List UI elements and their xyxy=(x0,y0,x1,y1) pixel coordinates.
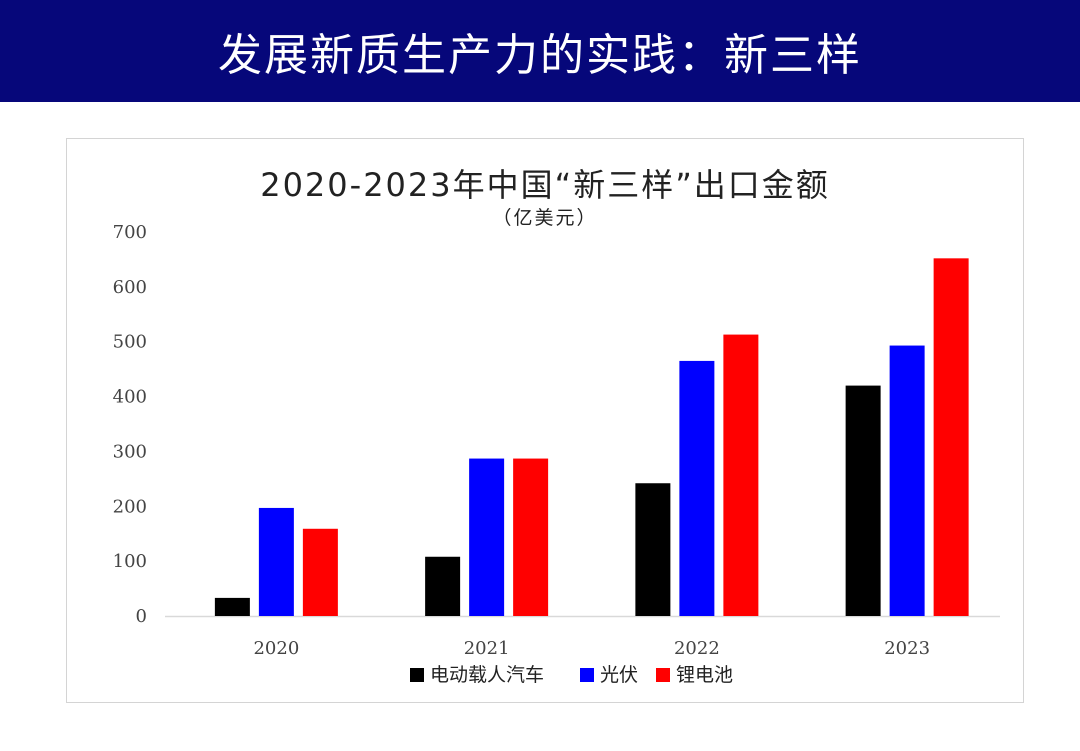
y-tick-label: 500 xyxy=(113,332,147,353)
bar-电动载人汽车-2022 xyxy=(635,483,671,616)
chart-subtitle: （亿美元） xyxy=(492,207,598,229)
bar-光伏-2021 xyxy=(469,458,505,616)
bar-锂电池-2023 xyxy=(933,258,969,616)
y-tick-label: 700 xyxy=(113,222,147,243)
bar-锂电池-2021 xyxy=(513,458,549,616)
y-tick-label: 200 xyxy=(113,496,147,517)
bar-光伏-2023 xyxy=(889,345,925,616)
x-tick-label: 2021 xyxy=(464,638,510,659)
y-tick-label: 600 xyxy=(113,277,147,298)
y-tick-label: 0 xyxy=(136,606,147,627)
y-tick-label: 400 xyxy=(113,387,147,408)
y-tick-label: 300 xyxy=(113,441,147,462)
x-tick-label: 2022 xyxy=(674,638,720,659)
legend-label: 光伏 xyxy=(600,664,638,686)
legend-label: 电动载人汽车 xyxy=(430,664,544,686)
bar-锂电池-2020 xyxy=(302,528,338,616)
x-tick-label: 2023 xyxy=(884,638,930,659)
legend-swatch-2 xyxy=(656,668,670,682)
bar-电动载人汽车-2023 xyxy=(845,385,881,616)
legend-swatch-0 xyxy=(410,668,424,682)
bar-光伏-2022 xyxy=(679,360,715,616)
x-tick-label: 2020 xyxy=(253,638,299,659)
bar-锂电池-2022 xyxy=(723,334,759,616)
slide-title: 发展新质生产力的实践：新三样 xyxy=(218,30,862,81)
bar-电动载人汽车-2020 xyxy=(214,597,250,616)
title-banner: 发展新质生产力的实践：新三样 xyxy=(0,0,1080,102)
y-tick-label: 100 xyxy=(113,551,147,572)
legend-label: 锂电池 xyxy=(676,664,733,686)
bar-电动载人汽车-2021 xyxy=(425,556,461,616)
chart-title: 2020-2023年中国“新三样”出口金额 xyxy=(260,166,830,204)
legend-swatch-1 xyxy=(580,668,594,682)
bar-光伏-2020 xyxy=(258,507,294,616)
